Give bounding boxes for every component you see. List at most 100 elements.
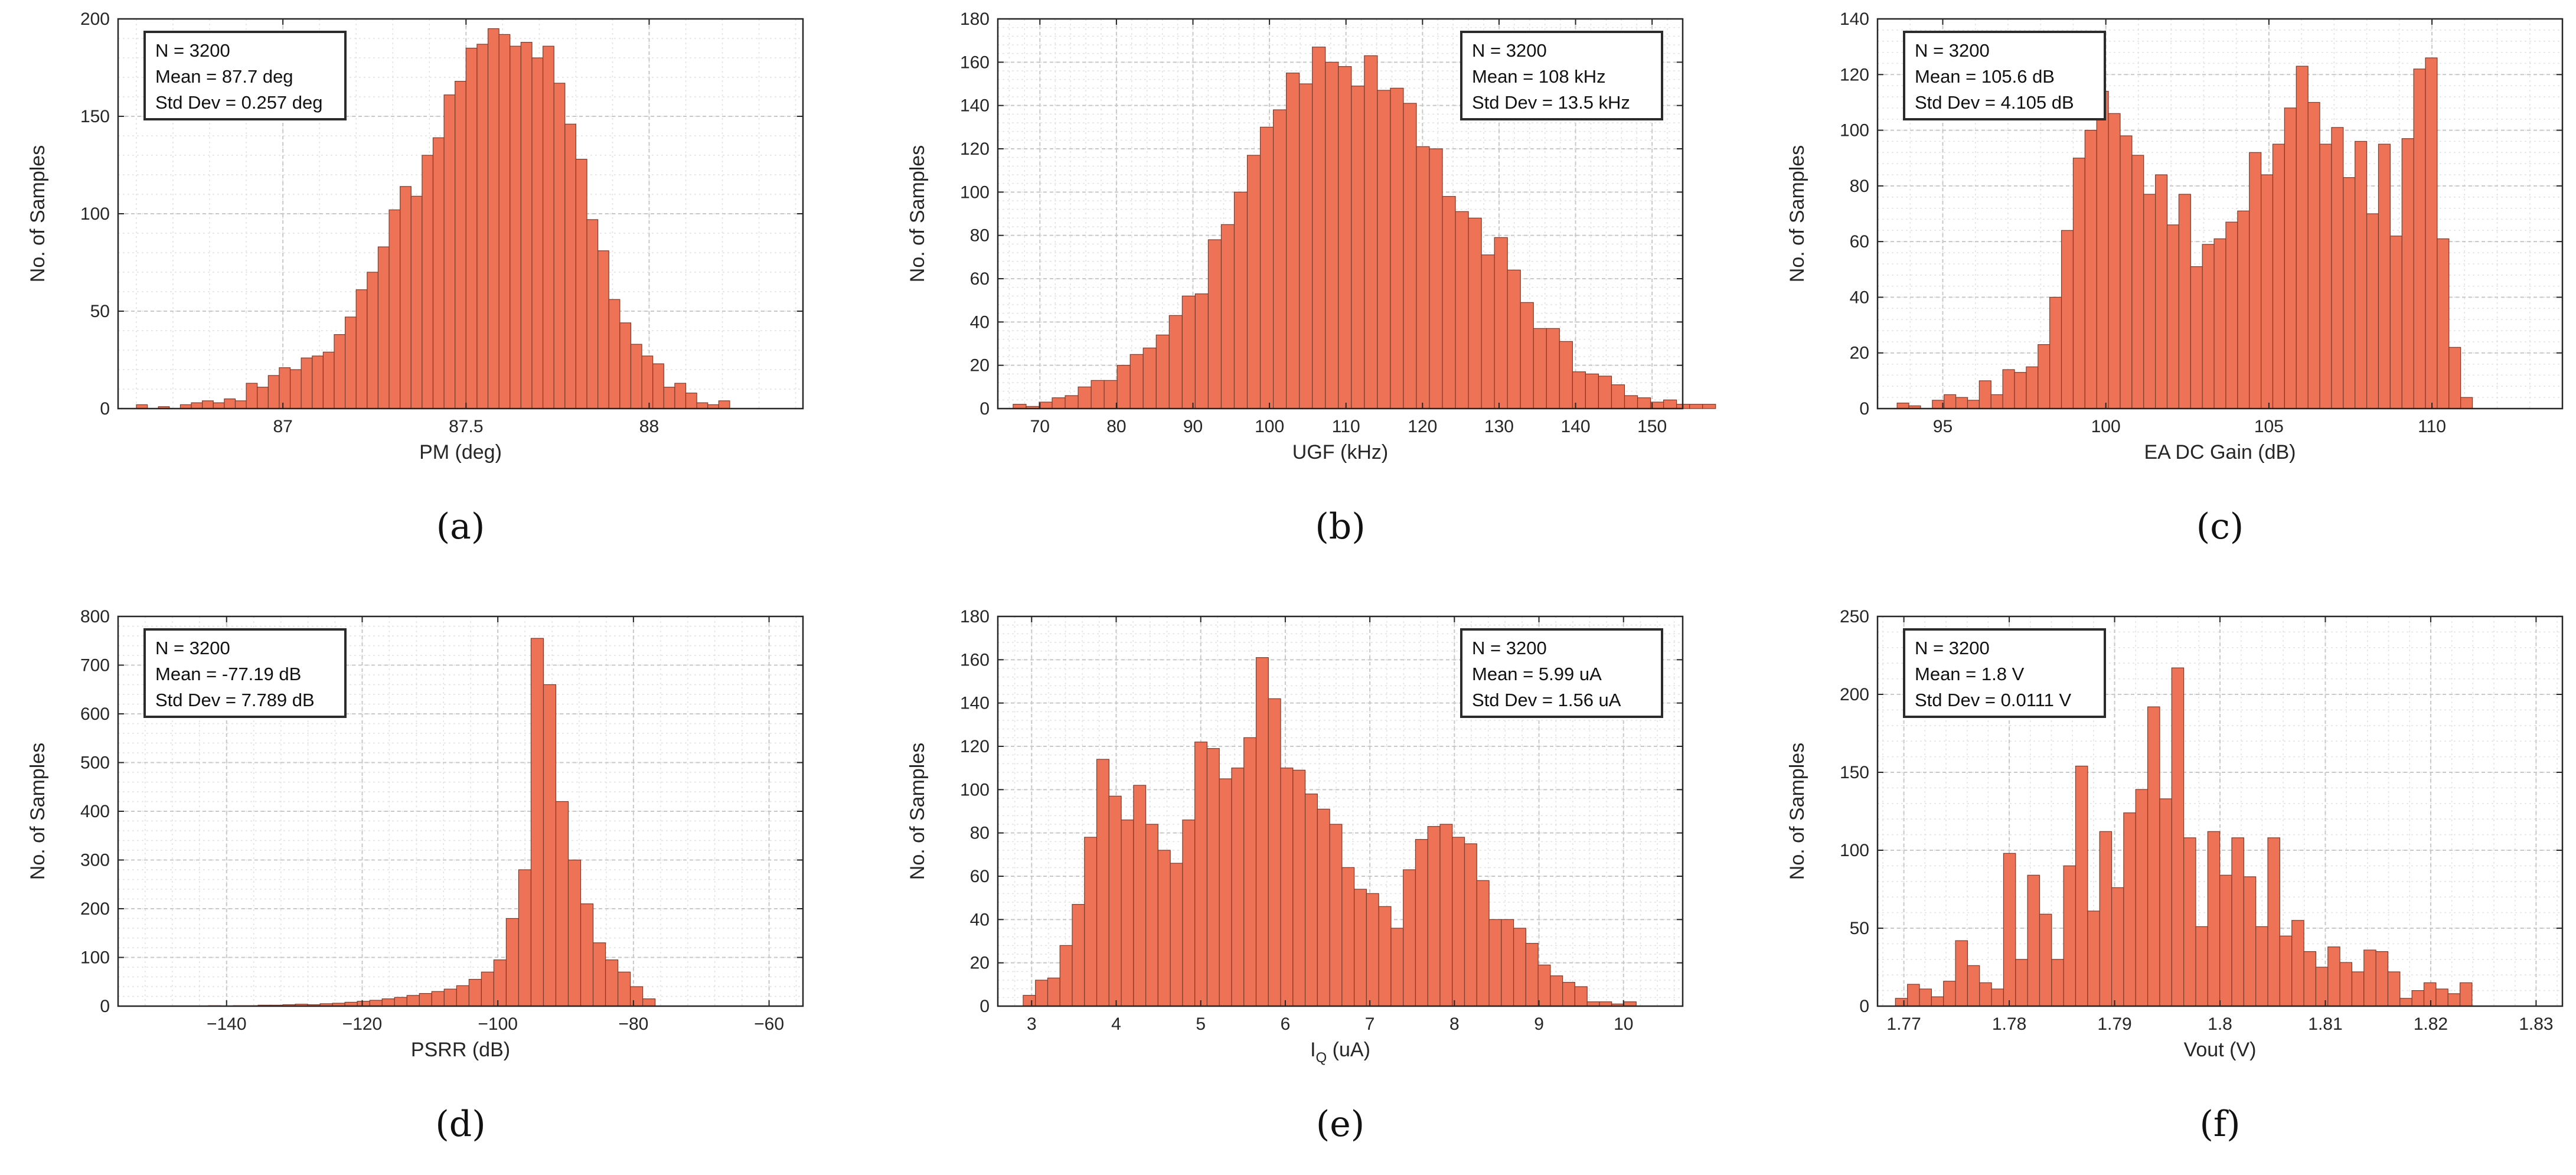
- histogram-bar: [1907, 984, 1920, 1007]
- histogram-bar: [2038, 344, 2051, 409]
- histogram-bar: [1364, 55, 1378, 409]
- histogram-bar: [1513, 928, 1526, 1007]
- histogram-bar: [1533, 328, 1547, 409]
- histogram-bar: [2027, 874, 2040, 1007]
- y-tick-label: 80: [970, 824, 990, 843]
- histogram-bar: [1181, 295, 1196, 409]
- x-tick-label: −120: [342, 1014, 383, 1034]
- histogram-bar: [406, 995, 420, 1007]
- histogram-bar: [2135, 789, 2149, 1007]
- x-axis-label: IQ (uA): [1310, 1039, 1370, 1066]
- stats-mean: Mean = 5.99 uA: [1472, 664, 1602, 684]
- histogram-bar: [1468, 217, 1482, 409]
- y-tick-label: 800: [80, 607, 110, 626]
- histogram-bar: [2099, 831, 2113, 1007]
- histogram-bar: [555, 801, 569, 1007]
- histogram-bar: [629, 986, 644, 1007]
- histogram-bar: [369, 1000, 383, 1007]
- histogram-bar: [2448, 347, 2461, 409]
- histogram-bar: [696, 402, 709, 409]
- histogram-bar: [2155, 174, 2168, 409]
- histogram-bar: [617, 971, 631, 1007]
- y-tick-label: 140: [1840, 9, 1869, 29]
- histogram-bar: [564, 123, 577, 409]
- stats-box-frame: [143, 31, 347, 120]
- x-tick-label: −60: [754, 1014, 784, 1034]
- histogram-bar: [505, 918, 520, 1007]
- histogram-bar: [2178, 194, 2191, 409]
- y-axis-label: No. of Samples: [906, 743, 929, 880]
- y-tick-label: 100: [960, 780, 990, 799]
- histogram-bar: [642, 998, 656, 1007]
- histogram-bar: [1268, 698, 1281, 1007]
- histogram-bar: [1078, 386, 1092, 409]
- y-tick-label: 200: [1840, 685, 1869, 704]
- axes-frame: [997, 615, 1684, 1007]
- histogram-bar: [2339, 962, 2353, 1007]
- x-tick-label: 7: [1365, 1014, 1375, 1034]
- histogram-bar: [1325, 61, 1339, 409]
- histogram-bar: [2225, 221, 2238, 409]
- histogram-bar: [1525, 943, 1539, 1007]
- y-tick-label: 100: [1840, 841, 1869, 860]
- histogram-bar: [2171, 667, 2185, 1007]
- histogram-bar: [543, 684, 557, 1007]
- histogram-bar: [1943, 981, 1956, 1007]
- x-tick-label: 10: [1614, 1014, 1633, 1034]
- y-tick-label: 0: [100, 997, 110, 1016]
- y-tick-label: 180: [960, 9, 990, 29]
- histogram-bar: [2272, 143, 2285, 409]
- histogram-bar: [1624, 395, 1638, 409]
- histogram-bar: [1896, 402, 1909, 409]
- panel-caption: (a): [436, 506, 485, 547]
- histogram-bar: [1574, 986, 1588, 1007]
- histogram-bar: [400, 186, 412, 409]
- y-tick-label: 0: [1859, 997, 1869, 1016]
- x-tick-label: 90: [1183, 417, 1203, 436]
- histogram-bar: [2190, 266, 2203, 409]
- histogram-bar: [630, 344, 642, 409]
- x-tick-label: 87: [273, 417, 292, 436]
- histogram-bar: [410, 195, 423, 409]
- panel-caption: (d): [435, 1104, 485, 1145]
- histogram-bar: [2063, 865, 2077, 1007]
- histogram-bar: [1206, 748, 1220, 1007]
- histogram-bar: [246, 383, 258, 409]
- histogram-bar: [2096, 90, 2109, 409]
- histogram-bar: [234, 400, 247, 409]
- histogram-bar: [2243, 876, 2257, 1007]
- histogram-bar: [1967, 400, 1980, 409]
- histogram-bar: [2435, 988, 2448, 1007]
- stats-n: N = 3200: [1915, 638, 1990, 658]
- histogram-bar: [1194, 742, 1208, 1007]
- histogram-bar: [2307, 102, 2320, 409]
- x-tick-label: 87.5: [449, 417, 483, 436]
- y-tick-label: 300: [80, 851, 110, 870]
- histogram-bar: [279, 367, 291, 409]
- y-tick-label: 100: [1840, 121, 1869, 141]
- histogram-bar: [1103, 380, 1118, 409]
- stats-std-dev: Std Dev = 4.105 dB: [1915, 92, 2074, 113]
- histogram-bar: [1955, 397, 1968, 409]
- histogram-bar: [1292, 769, 1306, 1007]
- histogram-bar: [520, 41, 533, 409]
- histogram-bar: [1403, 103, 1417, 409]
- histogram-bar: [1931, 996, 1944, 1007]
- histogram-bar: [1366, 893, 1379, 1007]
- histogram-bar: [419, 993, 432, 1007]
- histogram-bar: [1979, 982, 1992, 1007]
- histogram-bar: [1231, 768, 1245, 1007]
- histogram-bar: [2460, 397, 2473, 409]
- stats-std-dev: Std Dev = 13.5 kHz: [1472, 92, 1630, 113]
- histogram-bar: [2123, 812, 2136, 1007]
- y-axis-label: No. of Samples: [27, 145, 49, 282]
- x-axis-label: PSRR (dB): [411, 1039, 510, 1061]
- histogram-bar: [2159, 798, 2172, 1007]
- histogram-bar: [1280, 768, 1294, 1007]
- histogram-bar: [1378, 906, 1392, 1007]
- histogram-bar: [592, 942, 606, 1007]
- histogram-bar: [1427, 826, 1441, 1007]
- histogram-bar: [1168, 315, 1183, 409]
- histogram-bar: [1059, 945, 1073, 1007]
